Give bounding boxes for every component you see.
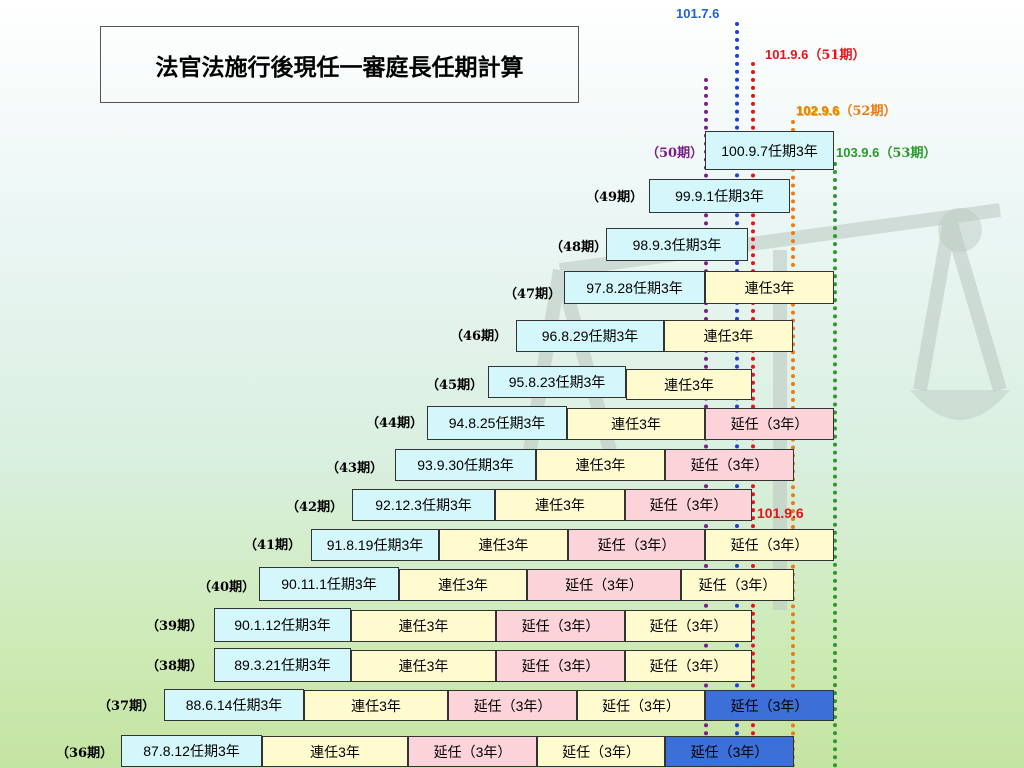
term-start-box: 88.6.14任期3年	[164, 689, 304, 721]
term-label: （49期）	[586, 190, 644, 205]
renewal-box: 連任3年	[567, 408, 705, 440]
renewal-box: 連任3年	[351, 610, 496, 642]
renewal-box: 連任3年	[705, 271, 834, 304]
term-label: （37期）	[98, 699, 156, 714]
extension-box: 延任（3年）	[568, 529, 705, 561]
marker-date-orange: 102.9.6（52期）	[796, 100, 896, 119]
term-start-box: 99.9.1任期3年	[649, 179, 790, 213]
term-start-box: 89.3.21任期3年	[214, 648, 351, 682]
extension-box: 延任（3年）	[408, 736, 537, 767]
renewal-box: 連任3年	[536, 449, 665, 481]
term-start-box: 94.8.25任期3年	[427, 406, 567, 440]
term-start-box: 96.8.29任期3年	[516, 320, 664, 352]
marker-date-green-text: 103.9.6	[836, 145, 880, 160]
term-label: （48期）	[550, 240, 608, 255]
renewal-box: 連任3年	[664, 320, 793, 352]
extension-box-current: 延任（3年）	[665, 736, 794, 767]
marker-period-green: （53期）	[879, 146, 937, 161]
term-label: （42期）	[286, 500, 344, 515]
term-label: （36期）	[56, 746, 114, 761]
marker-period-orange: （52期）	[839, 104, 897, 119]
extension-box-current: 延任（3年）	[705, 690, 834, 721]
renewal-box: 連任3年	[495, 489, 625, 521]
marker-date-green: 103.9.6（53期）	[836, 142, 936, 161]
extension-box: 延任（3年）	[496, 650, 625, 682]
extension-box: 延任（3年）	[665, 449, 794, 481]
extension-box: 延任（3年）	[527, 569, 681, 601]
renewal-box: 連任3年	[304, 690, 448, 721]
marker-line-orange	[791, 120, 795, 768]
extension-box: 延任（3年）	[448, 690, 577, 721]
marker-date-red: 101.9.6（51期）	[765, 44, 865, 63]
term-start-box: 95.8.23任期3年	[488, 366, 626, 398]
extension-box: 延任（3年）	[537, 736, 665, 767]
term-start-box: 87.8.12任期3年	[121, 735, 262, 767]
marker-date-orange-text: 102.9.6	[796, 103, 840, 118]
term-start-box: 92.12.3任期3年	[352, 489, 495, 521]
term-start-box: 97.8.28任期3年	[564, 271, 705, 304]
term-label: （39期）	[146, 619, 204, 634]
extension-box: 延任（3年）	[625, 650, 752, 682]
extension-box: 延任（3年）	[705, 408, 834, 440]
term-label: （50期）	[646, 146, 704, 161]
renewal-box: 連任3年	[439, 529, 568, 561]
term-label: （44期）	[366, 416, 424, 431]
term-label: （41期）	[244, 538, 302, 553]
renewal-box: 連任3年	[626, 369, 752, 400]
term-label: （43期）	[326, 461, 384, 476]
extension-box: 延任（3年）	[705, 529, 834, 561]
term-start-box: 90.1.12任期3年	[214, 608, 351, 642]
extension-box: 延任（3年）	[496, 610, 625, 642]
term-start-box: 91.8.19任期3年	[311, 529, 439, 561]
renewal-box: 連任3年	[262, 736, 408, 767]
term-label: （38期）	[146, 659, 204, 674]
term-label: （46期）	[450, 329, 508, 344]
marker-date-red-inline: 101.9.6	[757, 505, 804, 521]
term-label: （45期）	[426, 378, 484, 393]
marker-date-blue: 101.7.6	[676, 6, 720, 21]
marker-period-red: （51期）	[808, 48, 866, 63]
term-start-box: 98.9.3任期3年	[606, 228, 748, 261]
page-title: 法官法施行後現任一審庭長任期計算	[100, 26, 579, 103]
term-start-box: 93.9.30任期3年	[395, 449, 536, 481]
extension-box: 延任（3年）	[625, 489, 752, 521]
renewal-box: 連任3年	[399, 569, 527, 601]
term-start-box: 100.9.7任期3年	[705, 131, 834, 170]
marker-date-red-text: 101.9.6	[765, 47, 809, 62]
extension-box: 延任（3年）	[577, 690, 705, 721]
term-label: （47期）	[504, 287, 562, 302]
term-start-box: 90.11.1任期3年	[259, 567, 399, 601]
term-label: （40期）	[198, 580, 256, 595]
extension-box: 延任（3年）	[625, 610, 752, 642]
extension-box: 延任（3年）	[681, 569, 794, 601]
renewal-box: 連任3年	[351, 650, 496, 682]
marker-line-green	[833, 162, 837, 768]
